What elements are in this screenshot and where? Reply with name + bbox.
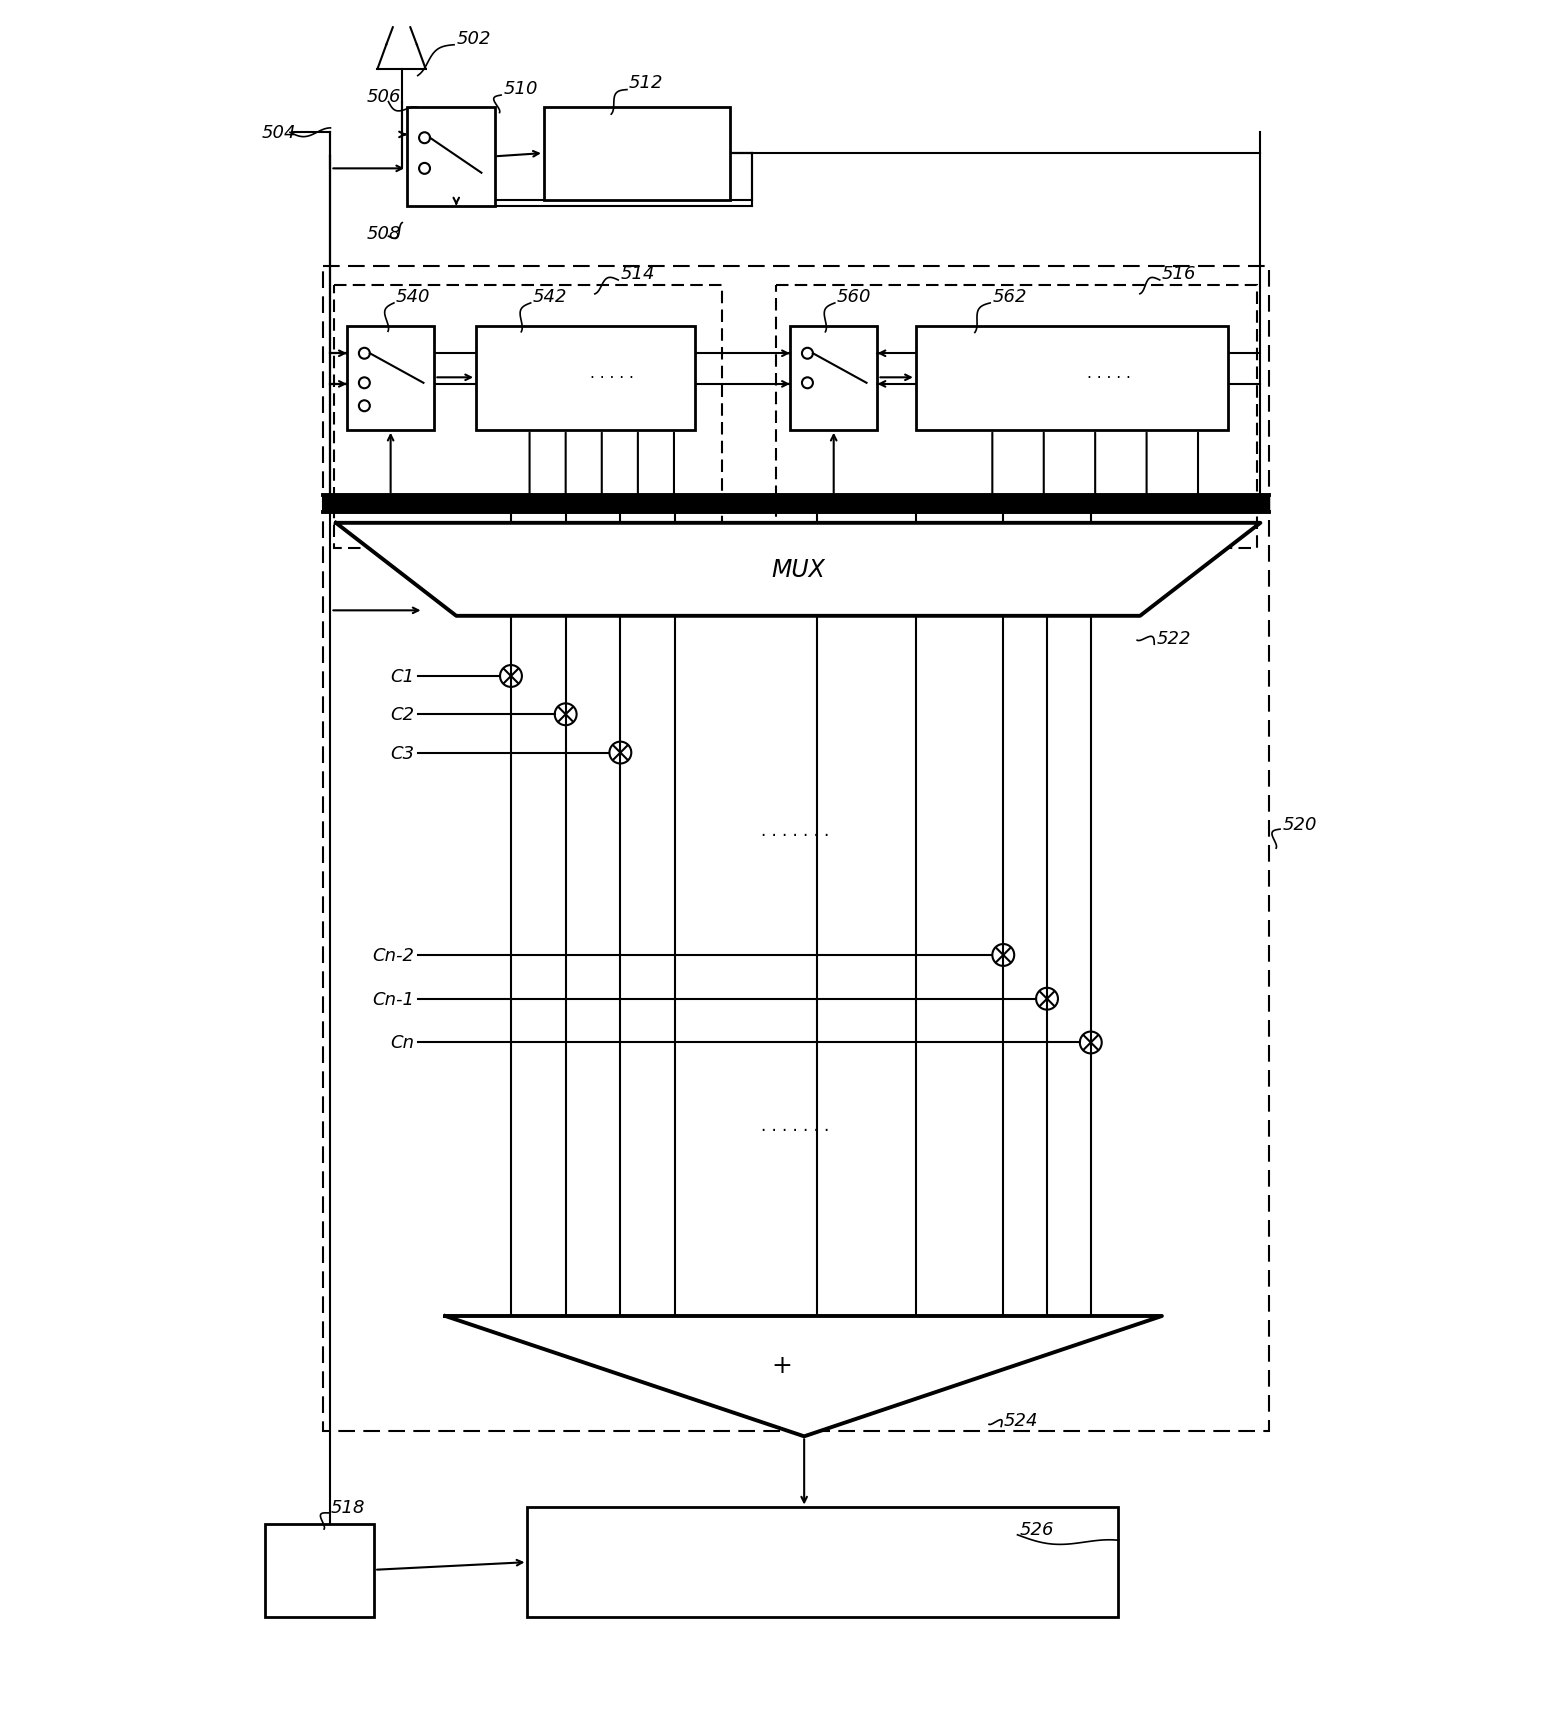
Polygon shape xyxy=(337,523,1260,617)
Text: · · · · ·: · · · · · xyxy=(589,372,634,386)
Text: 518: 518 xyxy=(330,1498,365,1517)
Text: C2: C2 xyxy=(391,706,414,723)
Polygon shape xyxy=(446,1316,1162,1436)
Text: Cn-2: Cn-2 xyxy=(372,946,414,965)
Bar xyxy=(347,327,435,430)
Text: 504: 504 xyxy=(262,123,296,142)
Text: 508: 508 xyxy=(366,225,400,243)
Text: 506: 506 xyxy=(366,87,400,106)
Text: C1: C1 xyxy=(391,667,414,686)
Text: 522: 522 xyxy=(1156,629,1190,648)
Bar xyxy=(323,267,1270,1431)
Text: 502: 502 xyxy=(456,31,491,48)
Bar xyxy=(776,286,1257,548)
Text: MUX: MUX xyxy=(771,559,826,583)
Text: C3: C3 xyxy=(391,744,414,763)
Bar xyxy=(333,286,721,548)
Text: 510: 510 xyxy=(503,81,538,98)
Bar xyxy=(916,327,1228,430)
Text: 520: 520 xyxy=(1282,816,1317,833)
Bar xyxy=(544,108,729,201)
Text: · · · · · · ·: · · · · · · · xyxy=(762,1121,829,1140)
Text: 516: 516 xyxy=(1162,266,1197,283)
Text: 524: 524 xyxy=(1003,1411,1038,1429)
Text: · · · · ·: · · · · · xyxy=(1087,372,1131,386)
Text: 512: 512 xyxy=(629,74,664,93)
Text: · · · · · · ·: · · · · · · · xyxy=(762,826,829,843)
Text: 514: 514 xyxy=(620,266,654,283)
Text: 560: 560 xyxy=(837,288,871,307)
Text: Cn: Cn xyxy=(391,1034,414,1052)
Bar xyxy=(265,1524,374,1616)
Text: +: + xyxy=(771,1354,791,1378)
Bar xyxy=(527,1508,1119,1616)
Text: 526: 526 xyxy=(1019,1520,1055,1539)
Text: 542: 542 xyxy=(533,288,567,307)
Text: Cn-1: Cn-1 xyxy=(372,991,414,1008)
Text: 562: 562 xyxy=(992,288,1027,307)
Bar xyxy=(790,327,877,430)
Bar xyxy=(407,108,494,206)
Bar xyxy=(475,327,695,430)
Text: 540: 540 xyxy=(396,288,430,307)
